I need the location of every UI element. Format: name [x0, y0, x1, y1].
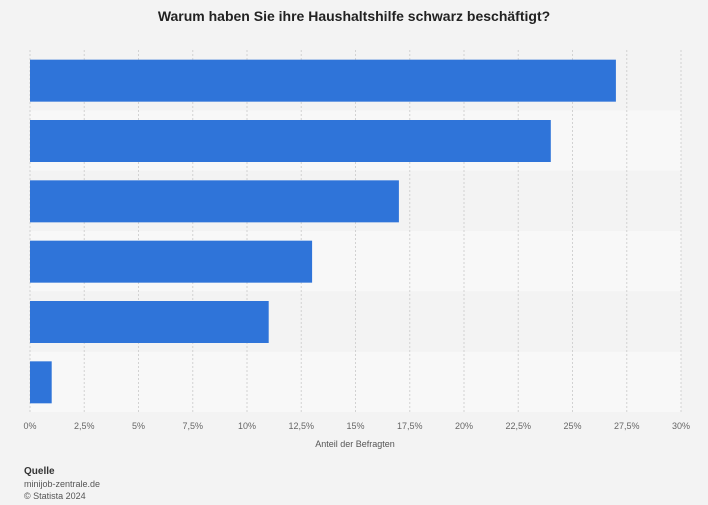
x-axis-ticks: 0% 2,5% 5% 7,5% 10% 12,5% 15% 17,5% 20% 22,5% 25% 2…	[23, 421, 690, 431]
gridlines	[29, 50, 682, 412]
x-tick-label: 25%	[563, 421, 581, 431]
source-block: Quelle minijob-zentrale.de © Statista 20…	[24, 466, 100, 502]
x-axis-label: Anteil der Befragten	[315, 439, 395, 449]
copyright: © Statista 2024	[24, 491, 86, 501]
bar[interactable]	[30, 361, 52, 404]
x-tick-label: 22,5%	[505, 421, 531, 431]
x-tick-label: 15%	[346, 421, 364, 431]
x-tick-label: 7,5%	[182, 421, 203, 431]
bar[interactable]	[30, 120, 551, 162]
row-band	[30, 351, 681, 412]
x-tick-label: 27,5%	[614, 421, 640, 431]
x-tick-label: 12,5%	[288, 421, 314, 431]
x-tick-label: 10%	[238, 421, 256, 431]
x-tick-label: 17,5%	[397, 421, 423, 431]
x-tick-label: 2,5%	[74, 421, 95, 431]
chart-title: Warum haben Sie ihre Haushaltshilfe schw…	[157, 8, 551, 24]
source-heading: Quelle	[24, 466, 55, 477]
bars	[30, 59, 616, 404]
bar[interactable]	[30, 301, 269, 343]
bar[interactable]	[30, 59, 616, 102]
x-tick-label: 0%	[23, 421, 36, 431]
x-tick-label: 30%	[672, 421, 690, 431]
x-tick-label: 20%	[455, 421, 473, 431]
bar[interactable]	[30, 180, 399, 223]
x-tick-label: 5%	[132, 421, 145, 431]
bar[interactable]	[30, 240, 313, 283]
source-name[interactable]: minijob-zentrale.de	[24, 479, 101, 489]
